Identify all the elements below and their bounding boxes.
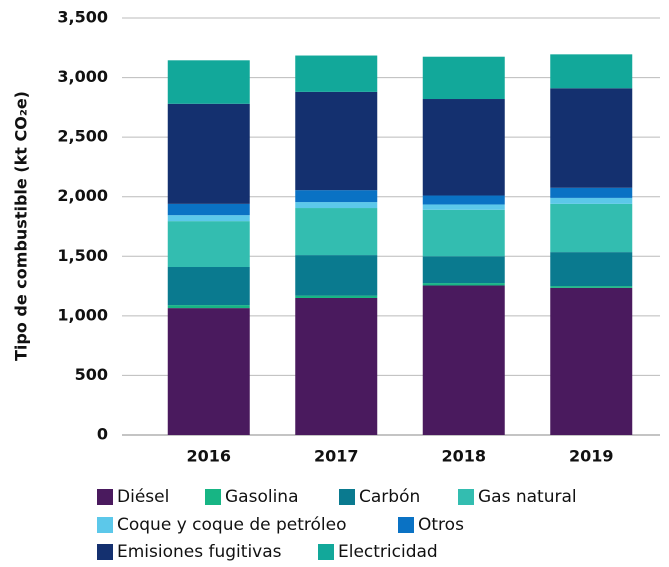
legend-label: Otros [418, 515, 464, 535]
x-tick-label: 2019 [569, 447, 614, 466]
bar-segment [422, 209, 505, 257]
legend-label: Electricidad [338, 542, 438, 562]
x-tick-label: 2016 [186, 447, 231, 466]
bar-segment [167, 103, 250, 204]
legend-label: Gasolina [225, 487, 299, 507]
bar-segment [295, 208, 378, 256]
bar-segment [167, 221, 250, 268]
bar-segment [422, 283, 505, 286]
y-tick-label: 0 [97, 425, 108, 444]
bar-segment [550, 88, 633, 188]
x-tick-label: 2017 [314, 447, 359, 466]
bar-segment [422, 256, 505, 284]
bar-segment [550, 197, 633, 204]
bar-segment [295, 255, 378, 296]
bar-segment [167, 215, 250, 222]
legend-label: Carbón [359, 487, 420, 507]
bar-segment [550, 187, 633, 198]
y-tick-label: 3,500 [57, 8, 108, 27]
legend-label: Diésel [117, 487, 169, 507]
bar-segment [295, 297, 378, 435]
bar-segment [167, 203, 250, 216]
bar-segment [295, 202, 378, 209]
legend-swatch [458, 489, 474, 505]
y-tick-label: 1,500 [57, 246, 108, 265]
bar-segment [550, 287, 633, 435]
legend-swatch [318, 544, 334, 560]
legend-swatch [339, 489, 355, 505]
y-tick-label: 2,000 [57, 186, 108, 205]
legend-swatch [398, 517, 414, 533]
legend-swatch [97, 544, 113, 560]
y-tick-label: 2,500 [57, 127, 108, 146]
bar-segment [422, 99, 505, 196]
bar-segment [550, 203, 633, 253]
bar-segment [295, 190, 378, 203]
bar-segment [422, 285, 505, 435]
bar-segment [422, 204, 505, 210]
bar-segment [167, 305, 250, 309]
legend-label: Gas natural [478, 487, 577, 507]
bar-segment [550, 286, 633, 288]
legend-swatch [205, 489, 221, 505]
legend-label: Coque y coque de petróleo [117, 515, 347, 535]
bar-segment [295, 295, 378, 298]
bar-segment [167, 308, 250, 435]
y-tick-label: 500 [75, 365, 108, 384]
bar-segment [295, 55, 378, 92]
bar-segment [550, 54, 633, 89]
bar-segment [422, 56, 505, 100]
legend-swatch [97, 517, 113, 533]
y-axis-label: Tipo de combustible (kt CO₂e) [12, 91, 31, 361]
bar-segment [550, 252, 633, 287]
bar-segment [167, 60, 250, 104]
y-tick-label: 3,000 [57, 67, 108, 86]
bar-segment [422, 195, 505, 205]
y-tick-label: 1,000 [57, 305, 108, 324]
x-tick-label: 2018 [441, 447, 486, 466]
legend-swatch [97, 489, 113, 505]
bar-segment [167, 267, 250, 306]
legend-label: Emisiones fugitivas [117, 542, 282, 562]
bar-segment [295, 91, 378, 191]
